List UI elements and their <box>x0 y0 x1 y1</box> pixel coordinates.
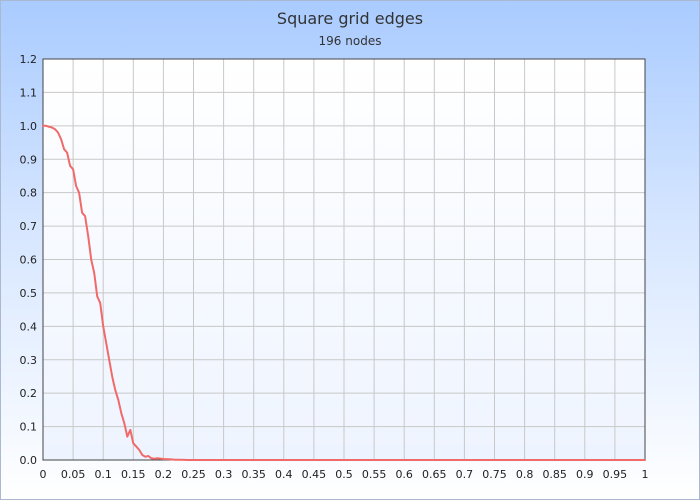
y-tick-label: 0.6 <box>20 254 38 267</box>
x-tick-label: 0.4 <box>275 468 293 481</box>
y-tick-label: 1.1 <box>20 86 38 99</box>
x-axis-ticks: 0 0.05 0.1 0.15 0.2 0.25 0.3 0.35 0.4 0.45 0.5 0.55… <box>40 468 649 481</box>
x-tick-label: 0.5 <box>335 468 353 481</box>
y-tick-label: 0.1 <box>20 421 38 434</box>
x-tick-label: 0.3 <box>215 468 233 481</box>
series-layer <box>42 124 646 461</box>
y-tick-label: 0.7 <box>20 220 38 233</box>
x-tick-label: 0.1 <box>94 468 112 481</box>
x-tick-label: 0.15 <box>121 468 146 481</box>
x-tick-label: 0.85 <box>542 468 567 481</box>
x-tick-label: 0.55 <box>362 468 387 481</box>
y-tick-label: 0.9 <box>20 153 38 166</box>
x-tick-label: 0.65 <box>422 468 447 481</box>
x-tick-label: 0.05 <box>61 468 86 481</box>
y-tick-label: 1.0 <box>20 120 38 133</box>
chart-title: Square grid edges <box>277 9 423 28</box>
y-axis-ticks: 0.0 0.1 0.2 0.3 0.4 0.5 0.6 0.7 0.8 0.9 1.0 1.1 1.2 <box>20 53 38 467</box>
y-tick-label: 0.2 <box>20 387 38 400</box>
y-tick-label: 0.5 <box>20 287 38 300</box>
series-line-0 <box>42 124 646 461</box>
x-tick-label: 0.6 <box>395 468 413 481</box>
y-tick-label: 0.0 <box>20 454 38 467</box>
x-tick-label: 0.7 <box>456 468 474 481</box>
grid-lines <box>42 58 646 461</box>
chart-subtitle: 196 nodes <box>319 34 382 48</box>
y-tick-label: 0.3 <box>20 354 38 367</box>
x-tick-label: 0.2 <box>155 468 173 481</box>
x-tick-label: 0.75 <box>482 468 507 481</box>
x-tick-label: 0.35 <box>241 468 266 481</box>
x-tick-label: 0.25 <box>181 468 206 481</box>
x-tick-label: 0.8 <box>516 468 534 481</box>
y-tick-label: 0.4 <box>20 320 38 333</box>
x-tick-label: 0.9 <box>576 468 594 481</box>
x-tick-label: 0.95 <box>603 468 628 481</box>
x-tick-label: 0.45 <box>302 468 327 481</box>
x-tick-label: 0 <box>40 468 47 481</box>
x-tick-label: 1 <box>642 468 649 481</box>
y-tick-label: 1.2 <box>20 53 38 66</box>
y-tick-label: 0.8 <box>20 187 38 200</box>
